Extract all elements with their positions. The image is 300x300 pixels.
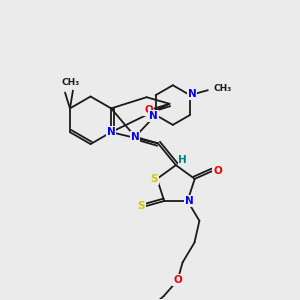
Text: O: O [173, 275, 182, 285]
Text: H: H [178, 155, 187, 165]
Text: S: S [138, 201, 145, 211]
Text: CH₃: CH₃ [214, 84, 232, 93]
Text: N: N [185, 196, 194, 206]
Text: O: O [213, 166, 222, 176]
Text: CH₃: CH₃ [62, 78, 80, 87]
Text: N: N [188, 89, 196, 99]
Text: N: N [149, 111, 158, 121]
Text: O: O [144, 105, 153, 115]
Text: S: S [150, 174, 158, 184]
Text: N: N [131, 132, 140, 142]
Text: N: N [107, 127, 116, 137]
